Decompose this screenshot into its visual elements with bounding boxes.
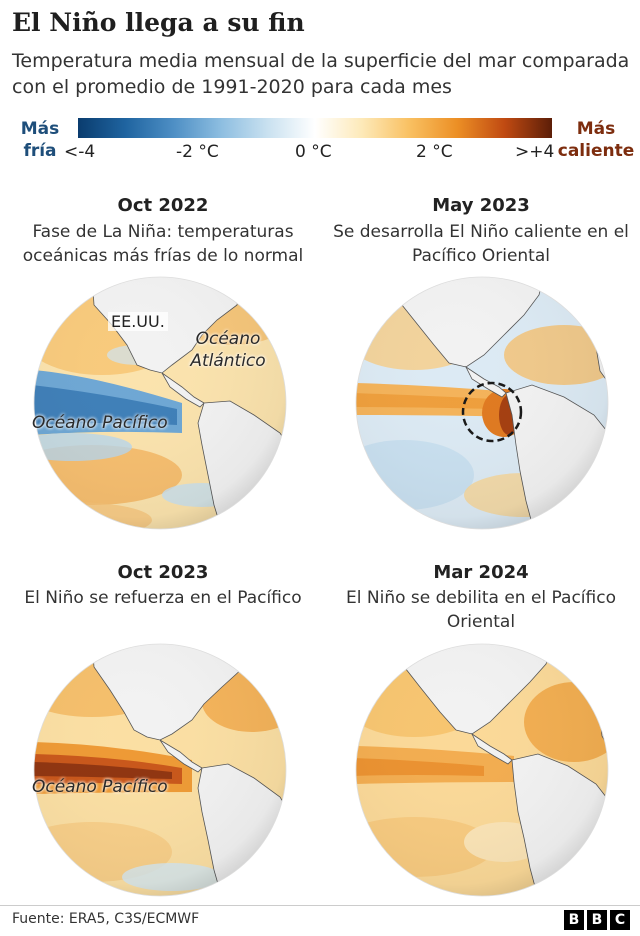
source-note: Fuente: ERA5, C3S/ECMWF — [12, 911, 200, 927]
panel-title-oct-2023: Oct 2023 — [117, 562, 209, 583]
map-label-atlantic: Océano Atlántico — [190, 329, 266, 371]
legend-tick-max: >+4 — [515, 142, 555, 162]
legend-color-scale — [78, 118, 552, 138]
panel-desc-oct-2023: El Niño se refuerza en el Pacífico — [24, 588, 302, 608]
map-label-usa: EE.UU. — [108, 312, 168, 331]
panel-desc-mar-2024: El Niño se debilita en el Pacífico Orien… — [346, 588, 616, 632]
legend-tick-min: <-4 — [64, 142, 96, 162]
bbc-logo-letter-3: C — [610, 910, 630, 930]
panel-desc-may-2023: Se desarrolla El Niño caliente en el Pac… — [333, 222, 629, 266]
map-label-pacific-1: Océano Pacífico — [32, 413, 168, 433]
legend-cold-label: Más fría — [20, 119, 60, 161]
page-subtitle: Temperatura media mensual de la superfic… — [12, 50, 630, 98]
page-title: El Niño llega a su fin — [12, 8, 305, 37]
globe-map-mar-2024 — [355, 643, 609, 897]
legend-tick-minus2: -2 °C — [176, 142, 219, 162]
globe-map-may-2023 — [355, 276, 609, 530]
panel-title-mar-2024: Mar 2024 — [433, 562, 529, 583]
map-label-pacific-2: Océano Pacífico — [32, 777, 168, 797]
legend-hot-label: Más caliente — [557, 119, 635, 161]
legend-tick-plus2: 2 °C — [416, 142, 453, 162]
bbc-logo: B B C — [564, 910, 630, 930]
footer-divider — [0, 905, 640, 906]
globe-map-oct-2022 — [33, 276, 287, 530]
legend-tick-zero: 0 °C — [295, 142, 332, 162]
panel-desc-oct-2022: Fase de La Niña: temperaturas oceánicas … — [22, 222, 304, 266]
panel-title-may-2023: May 2023 — [432, 195, 530, 216]
bbc-logo-letter-2: B — [587, 910, 607, 930]
panel-title-oct-2022: Oct 2022 — [117, 195, 209, 216]
hotspot-circle-marker — [461, 381, 523, 443]
bbc-logo-letter-1: B — [564, 910, 584, 930]
globe-map-oct-2023 — [33, 643, 287, 897]
